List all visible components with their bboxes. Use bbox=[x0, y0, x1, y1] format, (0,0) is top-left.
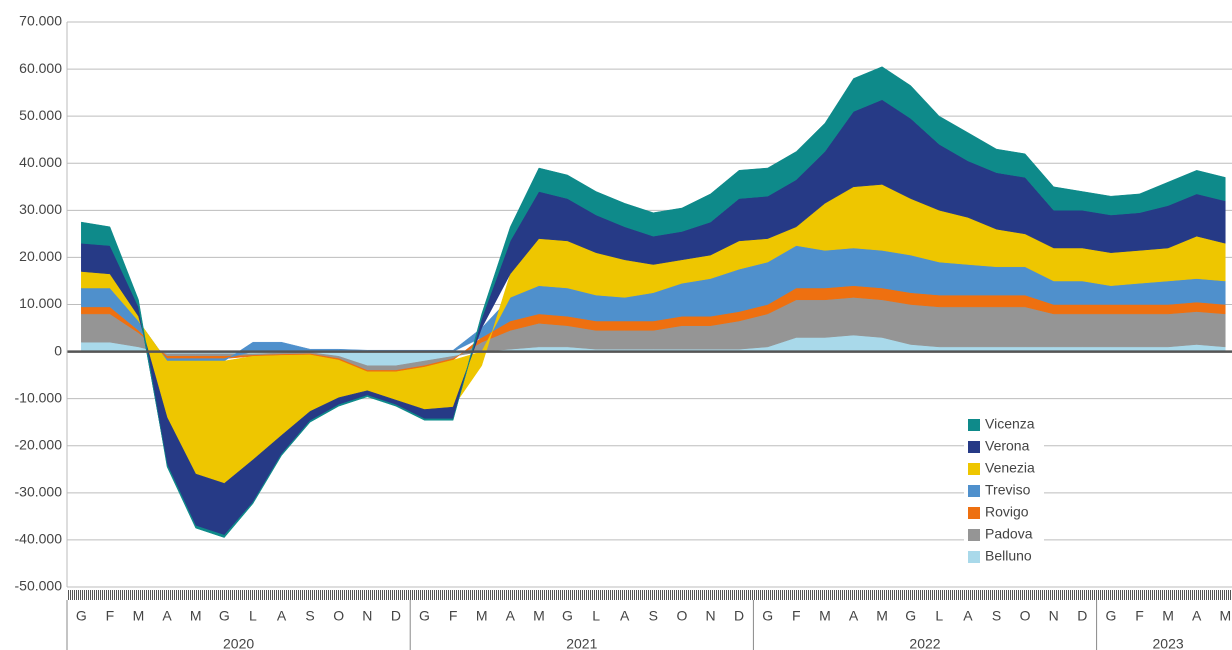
x-tick-label: G bbox=[419, 608, 430, 624]
x-tick-label: S bbox=[649, 608, 658, 624]
x-tick-label: A bbox=[620, 608, 630, 624]
legend-swatch bbox=[968, 485, 980, 497]
x-tick-label: O bbox=[333, 608, 344, 624]
legend-label: Belluno bbox=[985, 548, 1032, 564]
x-tick-label: A bbox=[849, 608, 859, 624]
y-tick-label: 0 bbox=[54, 342, 62, 358]
y-tick-label: -20.000 bbox=[15, 436, 63, 452]
x-tick-label: A bbox=[277, 608, 287, 624]
x-tick-label: F bbox=[792, 608, 801, 624]
area-series bbox=[81, 285, 1226, 373]
y-tick-label: 10.000 bbox=[19, 295, 62, 311]
x-tick-label: M bbox=[133, 608, 145, 624]
y-tick-label: 60.000 bbox=[19, 60, 62, 76]
legend-swatch bbox=[968, 529, 980, 541]
legend-swatch bbox=[968, 551, 980, 563]
x-tick-label: L bbox=[935, 608, 943, 624]
x-tick-label: M bbox=[476, 608, 488, 624]
x-tick-label: M bbox=[1219, 608, 1231, 624]
legend-label: Verona bbox=[985, 438, 1030, 454]
x-tick-label: A bbox=[506, 608, 516, 624]
year-label: 2020 bbox=[223, 636, 254, 650]
x-tick-label: O bbox=[676, 608, 687, 624]
legend: Vicenza Verona Venezia Treviso Rovigo Padova B… bbox=[964, 412, 1044, 570]
y-tick-label: 40.000 bbox=[19, 154, 62, 170]
legend-label: Treviso bbox=[985, 482, 1031, 498]
y-tick-label: 30.000 bbox=[19, 201, 62, 217]
year-label: 2022 bbox=[909, 636, 940, 650]
x-tick-label: D bbox=[391, 608, 401, 624]
x-tick-label: G bbox=[219, 608, 230, 624]
x-tick-label: F bbox=[106, 608, 115, 624]
year-label: 2023 bbox=[1153, 636, 1184, 650]
x-tick-label: N bbox=[362, 608, 372, 624]
y-tick-label: -40.000 bbox=[15, 531, 63, 547]
x-tick-label: O bbox=[1020, 608, 1031, 624]
y-tick-label: 50.000 bbox=[19, 107, 62, 123]
x-tick-label: N bbox=[705, 608, 715, 624]
x-tick-label: S bbox=[992, 608, 1001, 624]
x-tick-label: G bbox=[905, 608, 916, 624]
x-tick-label: M bbox=[190, 608, 202, 624]
x-tick-label: G bbox=[562, 608, 573, 624]
x-tick-label: M bbox=[876, 608, 888, 624]
legend-swatch bbox=[968, 463, 980, 475]
x-tick-label: M bbox=[533, 608, 545, 624]
x-tick-label: M bbox=[1162, 608, 1174, 624]
x-tick-label: G bbox=[76, 608, 87, 624]
legend-label: Padova bbox=[985, 526, 1033, 542]
x-tick-label: A bbox=[1192, 608, 1202, 624]
y-tick-label: 70.000 bbox=[19, 13, 62, 29]
axes: -50.000 -40.000 -30.000 -20.000 -10.000 0 10.0… bbox=[15, 13, 1232, 650]
x-tick-label: D bbox=[734, 608, 744, 624]
x-tick-label: D bbox=[1077, 608, 1087, 624]
legend-label: Venezia bbox=[985, 460, 1035, 476]
legend-label: Rovigo bbox=[985, 504, 1029, 520]
y-tick-label: -30.000 bbox=[15, 484, 63, 500]
day-ticks bbox=[67, 590, 1232, 600]
legend-label: Vicenza bbox=[985, 416, 1035, 432]
area-series bbox=[81, 184, 1226, 484]
x-tick-label: A bbox=[162, 608, 172, 624]
x-tick-label: F bbox=[1135, 608, 1144, 624]
year-label: 2021 bbox=[566, 636, 597, 650]
x-tick-label: L bbox=[249, 608, 257, 624]
x-tick-label: N bbox=[1049, 608, 1059, 624]
x-tick-label: G bbox=[762, 608, 773, 624]
area-series bbox=[81, 66, 1226, 538]
legend-swatch bbox=[968, 441, 980, 453]
x-tick-label: A bbox=[963, 608, 973, 624]
x-tick-label: F bbox=[449, 608, 458, 624]
x-tick-label: G bbox=[1105, 608, 1116, 624]
y-tick-label: -50.000 bbox=[15, 578, 63, 594]
y-tick-label: 20.000 bbox=[19, 248, 62, 264]
x-tick-label: M bbox=[819, 608, 831, 624]
legend-swatch bbox=[968, 507, 980, 519]
y-tick-label: -10.000 bbox=[15, 389, 63, 405]
plot-area bbox=[81, 66, 1226, 538]
x-tick-label: S bbox=[305, 608, 314, 624]
x-tick-label: L bbox=[592, 608, 600, 624]
legend-swatch bbox=[968, 419, 980, 431]
